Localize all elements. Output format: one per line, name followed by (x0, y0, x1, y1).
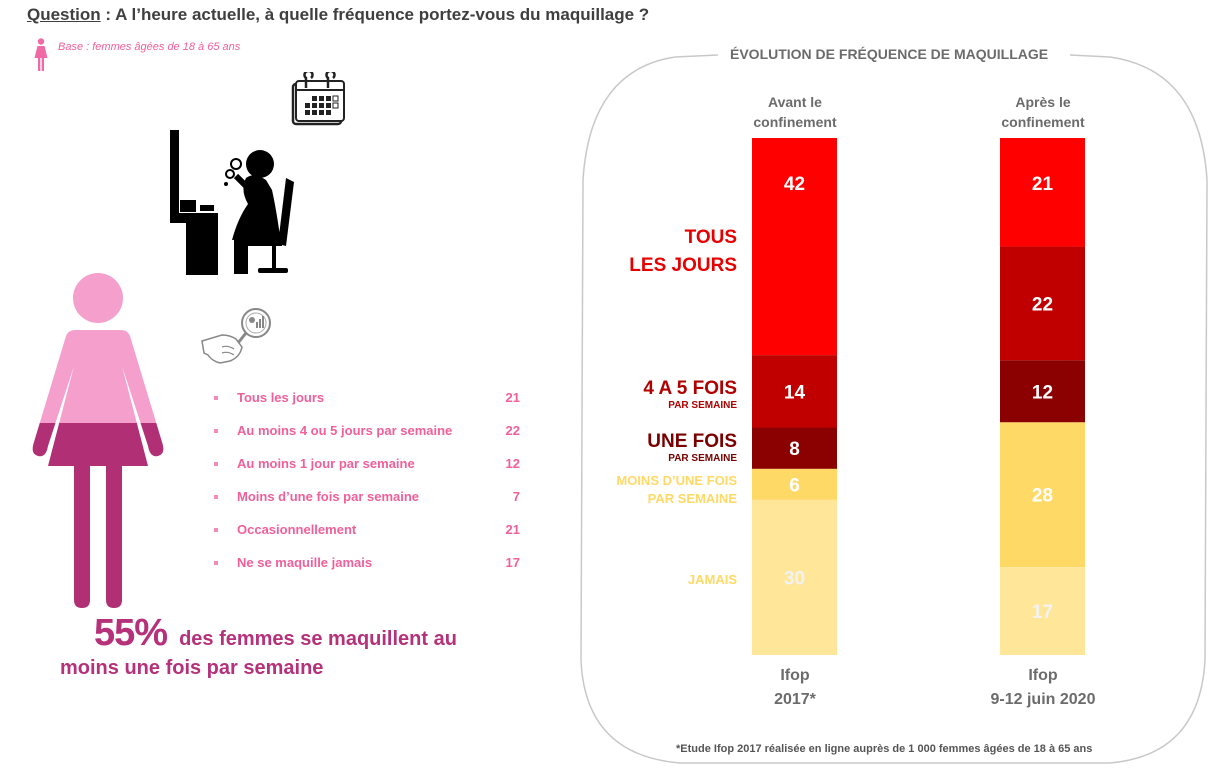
stats-value: 17 (505, 555, 520, 570)
stats-item: Au moins 4 ou 5 jours par semaine 22 (210, 414, 525, 447)
summary-text-line1: des femmes se maquillent au (179, 628, 457, 650)
column-header-line: Avant le (768, 94, 822, 110)
summary-text-line2: moins une fois par semaine (60, 657, 324, 679)
bar-segment (1000, 567, 1085, 655)
stats-item: Tous les jours 21 (210, 381, 525, 414)
column-header-before: Avant le confinement (715, 92, 875, 132)
column-footer-after: Ifop 9-12 juin 2020 (943, 664, 1143, 712)
bar-segment (752, 138, 837, 356)
hand-magnifier-icon (201, 308, 271, 364)
bar-segment (752, 468, 837, 500)
stats-label: Au moins 4 ou 5 jours par semaine (237, 423, 453, 438)
bullet-icon (214, 560, 218, 565)
category-label-line: MOINS D’UNE FOIS (616, 473, 737, 488)
woman-icon (34, 38, 48, 71)
stats-label: Au moins 1 jour par semaine (237, 456, 415, 471)
stats-item: Au moins 1 jour par semaine 12 (210, 447, 525, 480)
column-header-line: Après le (1015, 94, 1071, 110)
bar-segment (752, 355, 837, 428)
category-label-line: PAR SEMAINE (668, 400, 737, 411)
column-header-after: Après le confinement (963, 92, 1123, 132)
bar-value-label: 30 (784, 568, 805, 589)
bar-segment (1000, 138, 1085, 247)
bar-value-label: 8 (789, 439, 800, 460)
column-footer-line: Ifop (1028, 667, 1058, 684)
category-label-une-fois: UNE FOIS PAR SEMAINE (647, 432, 737, 464)
stats-item: Occasionnellement 21 (210, 513, 525, 546)
bar-value-label: 17 (1032, 602, 1053, 623)
bullet-icon (214, 395, 218, 400)
bar-value-label: 21 (1032, 174, 1054, 195)
woman-figure-icon (32, 273, 164, 608)
column-header-line: confinement (1001, 114, 1085, 130)
category-label-line: PAR SEMAINE (668, 453, 737, 464)
calendar-icon (291, 72, 345, 126)
bar-value-label: 14 (784, 382, 806, 403)
bar-segment (1000, 360, 1085, 423)
question-heading: Question : A l’heure actuelle, à quelle … (27, 5, 649, 25)
stats-label: Ne se maquille jamais (237, 555, 373, 570)
column-footer-before: Ifop 2017* (695, 664, 895, 712)
chart-title: ÉVOLUTION DE FRÉQUENCE DE MAQUILLAGE (730, 46, 1049, 62)
chart-footnote: *Etude Ifop 2017 réalisée en ligne auprè… (676, 743, 1093, 755)
frequency-stats-list: Tous les jours 21 Au moins 4 ou 5 jours p… (210, 381, 525, 579)
column-footer-line: 2017* (774, 691, 816, 708)
base-text: Base : femmes âgées de 18 à 65 ans (58, 41, 241, 53)
category-label-line: LES JOURS (629, 255, 737, 276)
bullet-icon (214, 527, 218, 532)
question-text: : A l’heure actuelle, à quelle fréquence… (100, 5, 650, 24)
category-label-line: 4 A 5 FOIS (643, 378, 737, 399)
bar-value-label: 22 (1032, 294, 1053, 315)
bullet-icon (214, 494, 218, 499)
question-label: Question (27, 5, 101, 24)
stats-value: 22 (505, 423, 520, 438)
column-footer-line: Ifop (780, 667, 810, 684)
summary-percent: 55% (94, 612, 168, 654)
category-label-line: JAMAIS (687, 572, 737, 587)
bar-segment (752, 427, 837, 469)
bar-segment (752, 499, 837, 655)
stats-item: Moins d’une fois par semaine 7 (210, 480, 525, 513)
category-label-line: UNE FOIS (647, 431, 737, 452)
base-note: Base : femmes âgées de 18 à 65 ans (34, 38, 241, 71)
category-label-line: PAR SEMAINE (647, 491, 737, 506)
bar-value-label: 6 (789, 475, 800, 496)
stats-value: 21 (505, 390, 520, 405)
category-label-tous-les-jours: TOUS LES JOURS (629, 224, 737, 280)
category-label-line: TOUS (684, 227, 737, 248)
stats-value: 7 (512, 489, 520, 504)
bar-segment (1000, 246, 1085, 361)
stats-item: Ne se maquille jamais 17 (210, 546, 525, 579)
bullet-icon (214, 428, 218, 433)
stats-label: Occasionnellement (237, 522, 357, 537)
column-footer-line: 9-12 juin 2020 (990, 691, 1096, 708)
summary: 55% des femmes se maquillent au moins un… (60, 612, 457, 680)
bar-value-label: 42 (784, 174, 805, 195)
column-header-line: confinement (753, 114, 837, 130)
category-label-jamais: JAMAIS (688, 571, 737, 589)
bar-segment (1000, 422, 1085, 568)
stats-value: 21 (505, 522, 520, 537)
bullet-icon (214, 461, 218, 466)
stats-label: Moins d’une fois par semaine (237, 489, 420, 504)
category-label-4-a-5-fois: 4 A 5 FOIS PAR SEMAINE (643, 379, 737, 411)
stats-label: Tous les jours (237, 390, 325, 405)
category-label-moins-une-fois: MOINS D’UNE FOIS PAR SEMAINE (616, 472, 737, 508)
bar-value-label: 28 (1032, 486, 1053, 507)
stats-value: 12 (505, 456, 520, 471)
bar-value-label: 12 (1032, 382, 1053, 403)
woman-applying-makeup-icon (170, 130, 294, 275)
